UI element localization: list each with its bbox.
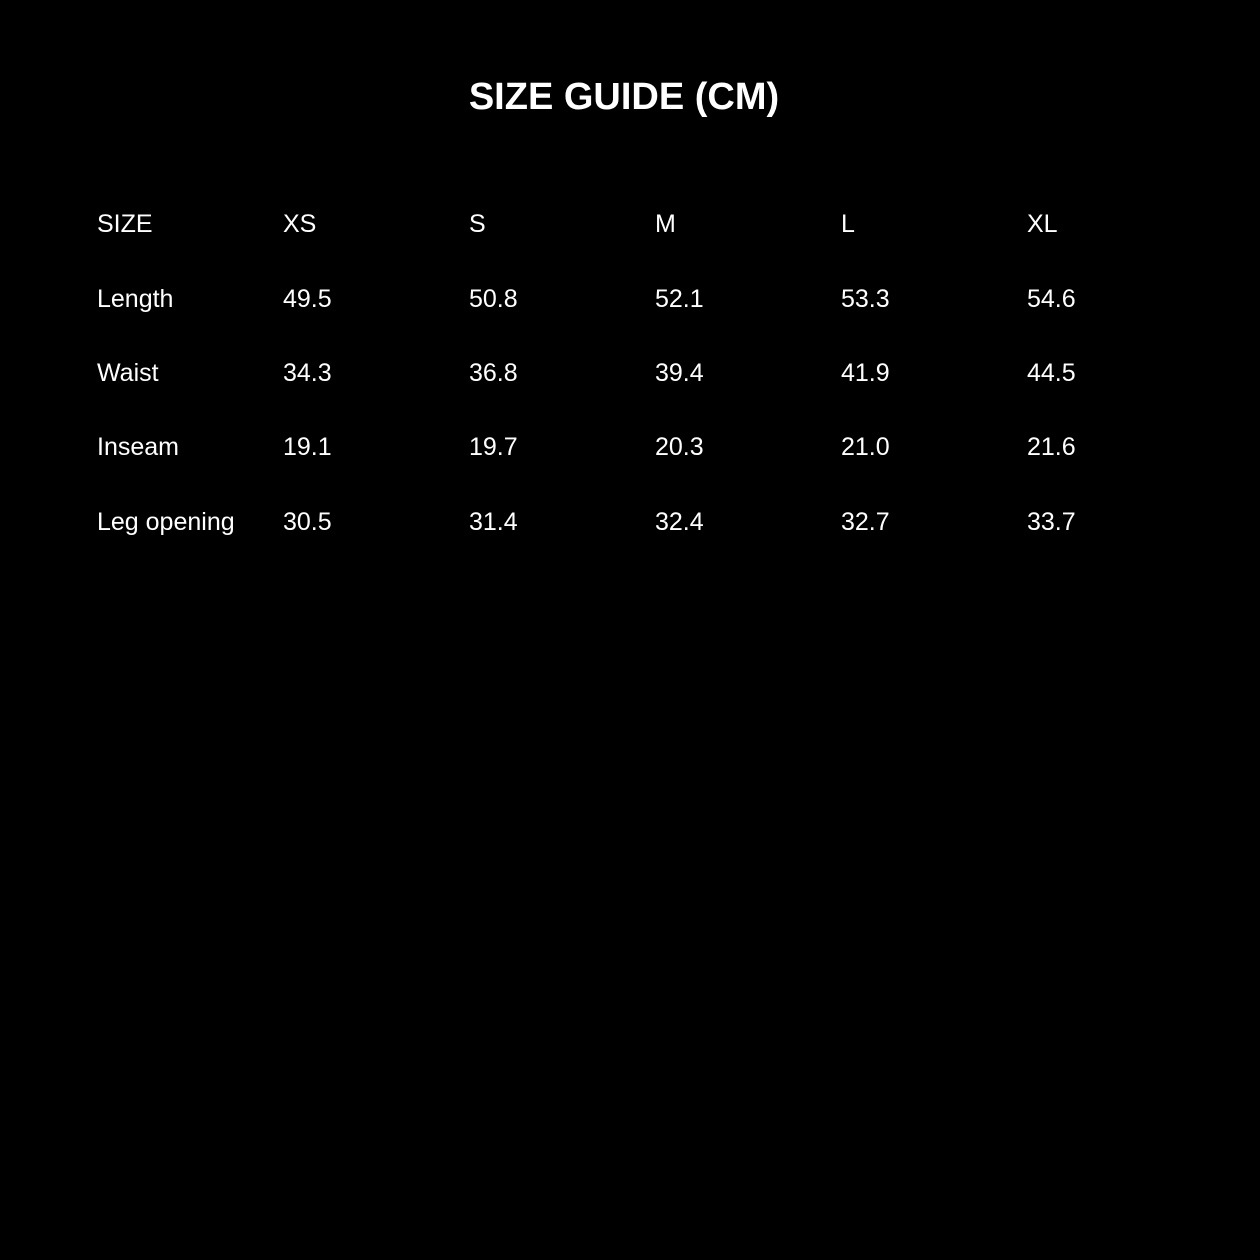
table-cell: 21.0 bbox=[841, 433, 890, 461]
table-cell: 34.3 bbox=[283, 359, 332, 387]
column-header: L bbox=[841, 210, 855, 238]
table-row: Waist 34.3 36.8 39.4 41.9 44.5 bbox=[0, 358, 1260, 388]
table-row: Leg opening 30.5 31.4 32.4 32.7 33.7 bbox=[0, 507, 1260, 537]
row-label: Length bbox=[97, 285, 174, 313]
table-cell: 49.5 bbox=[283, 285, 332, 313]
column-header: XS bbox=[283, 210, 317, 238]
table-row: Inseam 19.1 19.7 20.3 21.0 21.6 bbox=[0, 432, 1260, 462]
table-cell: 19.1 bbox=[283, 433, 332, 461]
table-cell: 52.1 bbox=[655, 285, 704, 313]
table-cell: 32.7 bbox=[841, 508, 890, 536]
column-header: M bbox=[655, 210, 676, 238]
page-title: SIZE GUIDE (CM) bbox=[468, 76, 780, 118]
table-cell: 31.4 bbox=[469, 508, 518, 536]
table-cell: 53.3 bbox=[841, 285, 890, 313]
row-label: Waist bbox=[97, 359, 159, 387]
table-cell: 33.7 bbox=[1027, 508, 1076, 536]
row-label: Inseam bbox=[97, 433, 179, 461]
row-label: Leg opening bbox=[97, 508, 235, 536]
table-row: Length 49.5 50.8 52.1 53.3 54.6 bbox=[0, 284, 1260, 314]
column-header: XL bbox=[1027, 210, 1058, 238]
table-cell: 30.5 bbox=[283, 508, 332, 536]
column-header: SIZE bbox=[97, 210, 153, 238]
table-cell: 41.9 bbox=[841, 359, 890, 387]
table-cell: 36.8 bbox=[469, 359, 518, 387]
table-cell: 21.6 bbox=[1027, 433, 1076, 461]
table-cell: 32.4 bbox=[655, 508, 704, 536]
column-header: S bbox=[469, 210, 486, 238]
table-cell: 20.3 bbox=[655, 433, 704, 461]
table-header-row: SIZE XS S M L XL bbox=[0, 209, 1260, 239]
table-cell: 50.8 bbox=[469, 285, 518, 313]
table-cell: 44.5 bbox=[1027, 359, 1076, 387]
table-cell: 19.7 bbox=[469, 433, 518, 461]
table-cell: 39.4 bbox=[655, 359, 704, 387]
table-cell: 54.6 bbox=[1027, 285, 1076, 313]
